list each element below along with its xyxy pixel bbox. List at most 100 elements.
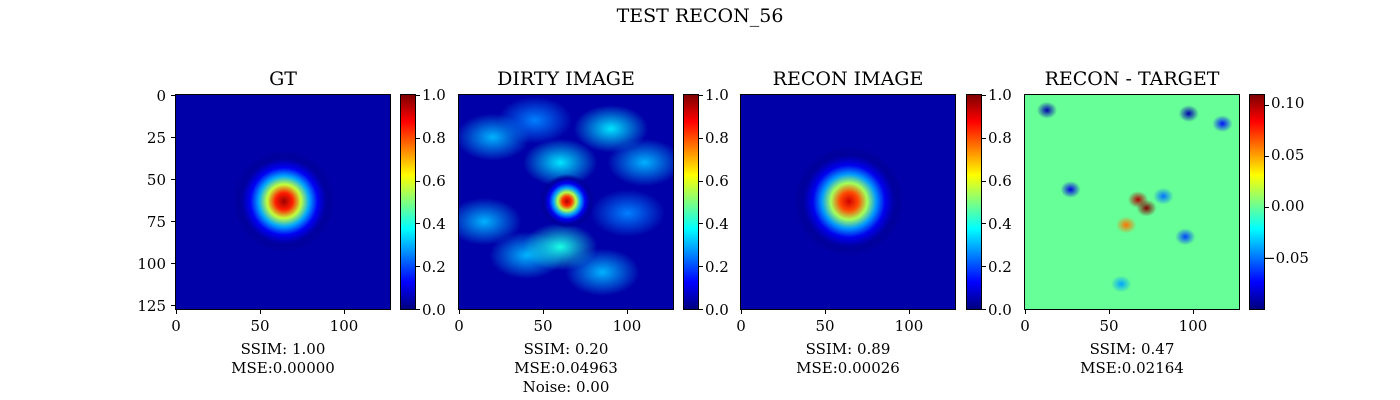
mse-value: MSE:0.02164 bbox=[1080, 359, 1184, 377]
x-tick-label: 0 bbox=[1020, 317, 1030, 335]
y-tick-label: 0 bbox=[156, 87, 166, 105]
ssim-value: SSIM: 1.00 bbox=[240, 340, 326, 358]
colorbar-tick-label: 0.4 bbox=[988, 215, 1012, 233]
tick-mark bbox=[343, 310, 345, 314]
tick-mark bbox=[459, 310, 460, 314]
tick-mark bbox=[982, 309, 986, 310]
y-tick-label: 25 bbox=[146, 129, 166, 147]
panel-title-diff: RECON - TARGET bbox=[1044, 68, 1220, 90]
colorbar-tick-label: −0.05 bbox=[1263, 249, 1309, 267]
tick-mark bbox=[982, 137, 986, 139]
tick-mark bbox=[1025, 310, 1026, 314]
metrics-gt: SSIM: 1.00 MSE:0.00000 bbox=[173, 340, 393, 378]
residual-blob bbox=[1116, 216, 1137, 234]
x-tick-label: 0 bbox=[171, 317, 181, 335]
heatmap-diff bbox=[1024, 94, 1240, 310]
tick-mark bbox=[171, 95, 175, 96]
colorbar-tick-label: 0.10 bbox=[1271, 94, 1305, 112]
x-tick-label: 100 bbox=[612, 317, 642, 335]
tick-mark bbox=[416, 223, 420, 225]
tick-mark bbox=[416, 309, 420, 310]
y-tick-label: 100 bbox=[137, 255, 166, 273]
tick-mark bbox=[908, 310, 910, 314]
residual-blob bbox=[1036, 101, 1058, 119]
x-tick-label: 50 bbox=[533, 317, 553, 335]
mse-value: MSE:0.04963 bbox=[514, 359, 618, 377]
tick-mark bbox=[416, 95, 420, 96]
tick-mark bbox=[699, 95, 703, 96]
colorbar-tick-label: 0.0 bbox=[705, 301, 729, 319]
tick-mark bbox=[982, 180, 986, 182]
tick-mark bbox=[416, 137, 420, 139]
mse-value: MSE:0.00026 bbox=[796, 359, 900, 377]
heatmap-recon bbox=[740, 94, 956, 310]
tick-mark bbox=[824, 310, 826, 314]
ssim-value: SSIM: 0.47 bbox=[1089, 340, 1175, 358]
residual-blob bbox=[1212, 115, 1233, 133]
colorbar-tick-label: 0.6 bbox=[705, 172, 729, 190]
residual-blob bbox=[1136, 199, 1157, 217]
colorbar-tick-label: 0.4 bbox=[422, 215, 446, 233]
residual-blob bbox=[1111, 275, 1132, 293]
colorbar-tick-label: 0.0 bbox=[988, 301, 1012, 319]
ssim-value: SSIM: 0.89 bbox=[805, 340, 891, 358]
residual-blob bbox=[1060, 181, 1081, 198]
tick-mark bbox=[741, 310, 742, 314]
colorbar-tick-label: 1.0 bbox=[705, 86, 729, 104]
tick-mark bbox=[416, 180, 420, 182]
colorbar-diff bbox=[1249, 94, 1265, 310]
panel-title-dirty: DIRTY IMAGE bbox=[497, 68, 635, 90]
metrics-diff: SSIM: 0.47 MSE:0.02164 bbox=[1022, 340, 1242, 378]
data-blob bbox=[794, 146, 904, 256]
y-tick-label: 75 bbox=[146, 213, 166, 231]
tick-mark bbox=[699, 266, 703, 268]
data-blob bbox=[539, 174, 595, 229]
figure-title: TEST RECON_56 bbox=[616, 5, 784, 27]
tick-mark bbox=[982, 223, 986, 225]
y-tick-label: 50 bbox=[146, 171, 166, 189]
colorbar-tick-label: 0.8 bbox=[705, 129, 729, 147]
x-tick-label: 100 bbox=[894, 317, 924, 335]
field-blob bbox=[573, 105, 648, 153]
colorbar-tick-label: 0.6 bbox=[422, 172, 446, 190]
x-tick-label: 100 bbox=[329, 317, 359, 335]
y-tick-label: 125 bbox=[137, 297, 166, 315]
colorbar-tick-label: 1.0 bbox=[422, 86, 446, 104]
colorbar-tick-label: 0.00 bbox=[1271, 197, 1305, 215]
field-blob bbox=[459, 197, 522, 246]
heatmap-gt bbox=[175, 94, 391, 310]
colorbar-dirty bbox=[683, 94, 699, 310]
tick-mark bbox=[416, 266, 420, 268]
colorbar-tick-label: 0.05 bbox=[1271, 146, 1305, 164]
field-blob bbox=[607, 138, 673, 187]
ssim-value: SSIM: 0.20 bbox=[523, 340, 609, 358]
colorbar-tick-label: 0.4 bbox=[705, 215, 729, 233]
tick-mark bbox=[626, 310, 628, 314]
metrics-recon: SSIM: 0.89 MSE:0.00026 bbox=[738, 340, 958, 378]
field-blob bbox=[590, 189, 665, 237]
noise-value: Noise: 0.00 bbox=[522, 378, 610, 396]
residual-blob bbox=[1178, 105, 1199, 122]
field-blob bbox=[523, 138, 598, 187]
tick-mark bbox=[542, 310, 544, 314]
tick-mark bbox=[699, 223, 703, 225]
tick-mark bbox=[982, 95, 986, 96]
tick-mark bbox=[171, 220, 175, 222]
heatmap-dirty bbox=[458, 94, 674, 310]
tick-mark bbox=[1265, 105, 1269, 107]
panel-title-recon: RECON IMAGE bbox=[772, 68, 924, 90]
residual-blob bbox=[1153, 187, 1174, 205]
colorbar-recon bbox=[966, 94, 982, 310]
x-tick-label: 50 bbox=[815, 317, 835, 335]
x-tick-label: 50 bbox=[1099, 317, 1119, 335]
tick-mark bbox=[1108, 310, 1110, 314]
field-blob bbox=[497, 96, 573, 144]
colorbar-tick-label: 0.0 bbox=[422, 301, 446, 319]
colorbar-tick-label: 0.2 bbox=[422, 258, 446, 276]
colorbar-tick-label: 0.6 bbox=[988, 172, 1012, 190]
tick-mark bbox=[259, 310, 261, 314]
tick-mark bbox=[699, 137, 703, 139]
tick-mark bbox=[699, 180, 703, 182]
tick-mark bbox=[1265, 156, 1269, 158]
colorbar-tick-label: 0.2 bbox=[988, 258, 1012, 276]
